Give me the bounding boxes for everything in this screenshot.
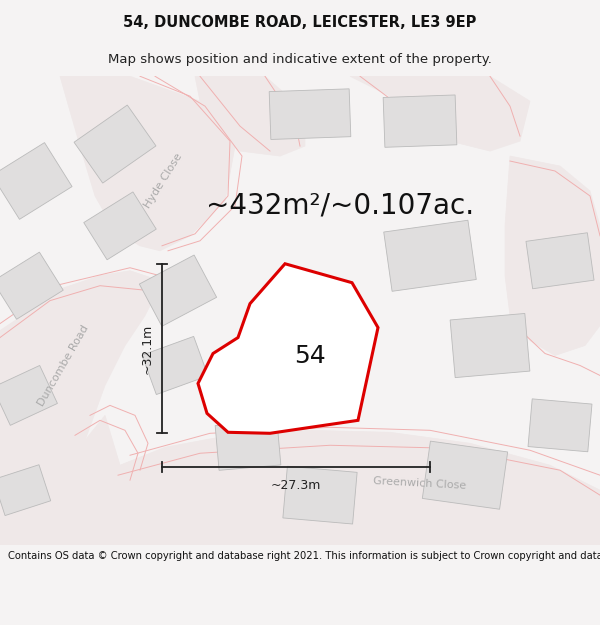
Text: ~27.3m: ~27.3m (271, 479, 321, 492)
Polygon shape (195, 76, 305, 156)
Polygon shape (84, 192, 156, 260)
Text: ~32.1m: ~32.1m (141, 323, 154, 374)
Text: ~432m²/~0.107ac.: ~432m²/~0.107ac. (206, 192, 474, 220)
Polygon shape (0, 416, 600, 545)
Polygon shape (283, 466, 357, 524)
Text: Contains OS data © Crown copyright and database right 2021. This information is : Contains OS data © Crown copyright and d… (8, 551, 600, 561)
Polygon shape (74, 105, 156, 183)
Polygon shape (422, 441, 508, 509)
Polygon shape (528, 399, 592, 452)
Polygon shape (139, 255, 217, 326)
Polygon shape (505, 156, 600, 356)
Text: Hyde Close: Hyde Close (142, 152, 184, 210)
Polygon shape (60, 76, 235, 251)
Polygon shape (384, 220, 476, 291)
Text: Map shows position and indicative extent of the property.: Map shows position and indicative extent… (108, 53, 492, 66)
Polygon shape (526, 232, 594, 289)
Polygon shape (350, 76, 530, 151)
Polygon shape (0, 142, 72, 219)
Polygon shape (0, 366, 58, 426)
Polygon shape (269, 89, 351, 139)
Polygon shape (0, 465, 50, 516)
Polygon shape (383, 95, 457, 148)
Polygon shape (0, 271, 160, 530)
Polygon shape (198, 264, 378, 433)
Text: Greenwich Close: Greenwich Close (373, 476, 467, 491)
Text: Duncombe Road: Duncombe Road (36, 323, 90, 408)
Text: 54, DUNCOMBE ROAD, LEICESTER, LE3 9EP: 54, DUNCOMBE ROAD, LEICESTER, LE3 9EP (124, 15, 476, 30)
Polygon shape (216, 331, 294, 400)
Polygon shape (142, 336, 208, 394)
Text: 54: 54 (294, 344, 326, 367)
Polygon shape (215, 420, 281, 471)
Polygon shape (450, 314, 530, 378)
Polygon shape (0, 252, 63, 319)
